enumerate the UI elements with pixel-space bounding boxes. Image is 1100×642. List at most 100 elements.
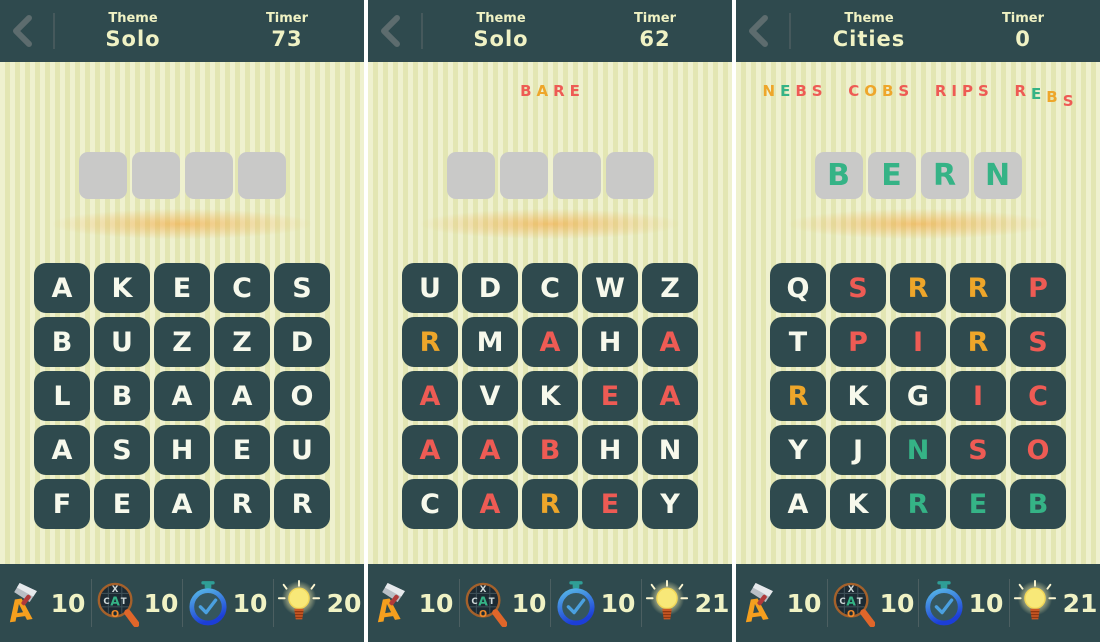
letter-tile[interactable]: K bbox=[830, 479, 886, 529]
letter-tile[interactable]: A bbox=[462, 425, 518, 475]
letter-tile[interactable]: T bbox=[770, 317, 826, 367]
powerup-hint[interactable]: 20 bbox=[273, 574, 364, 632]
letter-tile[interactable]: H bbox=[582, 317, 638, 367]
powerup-remove-letter[interactable]: A 10 bbox=[736, 574, 827, 632]
letter-tile[interactable]: B bbox=[522, 425, 578, 475]
letter-tile[interactable]: R bbox=[890, 479, 946, 529]
found-word-letter: I bbox=[951, 82, 957, 100]
letter-tile[interactable]: K bbox=[830, 371, 886, 421]
letter-tile[interactable]: C bbox=[522, 263, 578, 313]
letter-tile[interactable]: N bbox=[890, 425, 946, 475]
letter-tile[interactable]: B bbox=[34, 317, 90, 367]
letter-tile[interactable]: A bbox=[34, 425, 90, 475]
letter-tile[interactable]: A bbox=[522, 317, 578, 367]
letter-tile[interactable]: L bbox=[34, 371, 90, 421]
powerup-extra-time[interactable]: 10 bbox=[182, 574, 273, 632]
letter-tile[interactable]: A bbox=[154, 479, 210, 529]
letter-tile[interactable]: I bbox=[890, 317, 946, 367]
powerup-remove-letter[interactable]: A 10 bbox=[0, 574, 91, 632]
letter-tile[interactable]: R bbox=[214, 479, 270, 529]
back-button[interactable] bbox=[368, 0, 424, 62]
letter-tile[interactable]: A bbox=[402, 371, 458, 421]
letter-tile[interactable]: C bbox=[214, 263, 270, 313]
letter-tile[interactable]: A bbox=[462, 479, 518, 529]
letter-tile[interactable]: Z bbox=[154, 317, 210, 367]
letter-tile[interactable]: E bbox=[582, 479, 638, 529]
letter-tile[interactable]: R bbox=[402, 317, 458, 367]
letter-tile[interactable]: U bbox=[402, 263, 458, 313]
letter-tile[interactable]: R bbox=[890, 263, 946, 313]
letter-tile[interactable]: O bbox=[1010, 425, 1066, 475]
letter-tile[interactable]: E bbox=[582, 371, 638, 421]
letter-tile[interactable]: D bbox=[462, 263, 518, 313]
word-search-icon: X C A T O bbox=[833, 582, 875, 627]
letter-tile[interactable]: H bbox=[582, 425, 638, 475]
svg-text:X: X bbox=[847, 585, 854, 595]
letter-tile[interactable]: R bbox=[274, 479, 330, 529]
timer-label: Timer bbox=[1001, 11, 1045, 26]
letter-tile[interactable]: O bbox=[274, 371, 330, 421]
letter-tile[interactable]: R bbox=[770, 371, 826, 421]
letter-tile[interactable]: D bbox=[274, 317, 330, 367]
tile-letter: R bbox=[907, 272, 929, 304]
powerup-word-search[interactable]: X C A T O 10 bbox=[827, 574, 918, 632]
letter-tile[interactable]: Z bbox=[214, 317, 270, 367]
powerup-word-search[interactable]: X C A T O 10 bbox=[459, 574, 550, 632]
letter-tile[interactable]: A bbox=[34, 263, 90, 313]
letter-tile[interactable]: Y bbox=[770, 425, 826, 475]
letter-tile[interactable]: M bbox=[462, 317, 518, 367]
svg-text:O: O bbox=[479, 608, 487, 619]
letter-tile[interactable]: A bbox=[642, 371, 698, 421]
letter-tile[interactable]: K bbox=[94, 263, 150, 313]
letter-tile[interactable]: U bbox=[274, 425, 330, 475]
letter-tile[interactable]: Y bbox=[642, 479, 698, 529]
svg-text:O: O bbox=[847, 608, 855, 619]
letter-tile[interactable]: B bbox=[1010, 479, 1066, 529]
powerup-remove-letter[interactable]: A 10 bbox=[368, 574, 459, 632]
letter-tile[interactable]: U bbox=[94, 317, 150, 367]
letter-tile[interactable]: F bbox=[34, 479, 90, 529]
letter-tile[interactable]: H bbox=[154, 425, 210, 475]
letter-tile[interactable]: J bbox=[830, 425, 886, 475]
back-button[interactable] bbox=[736, 0, 792, 62]
letter-tile[interactable]: A bbox=[214, 371, 270, 421]
letter-tile[interactable]: Z bbox=[642, 263, 698, 313]
letter-tile[interactable]: N bbox=[642, 425, 698, 475]
powerup-hint[interactable]: 21 bbox=[641, 574, 732, 632]
letter-tile[interactable]: E bbox=[94, 479, 150, 529]
powerup-extra-time[interactable]: 10 bbox=[550, 574, 641, 632]
letter-tile[interactable]: C bbox=[402, 479, 458, 529]
letter-tile[interactable]: P bbox=[1010, 263, 1066, 313]
letter-tile[interactable]: S bbox=[950, 425, 1006, 475]
powerup-hint[interactable]: 21 bbox=[1009, 574, 1100, 632]
letter-tile[interactable]: A bbox=[642, 317, 698, 367]
letter-tile[interactable]: R bbox=[522, 479, 578, 529]
powerup-extra-time[interactable]: 10 bbox=[918, 574, 1009, 632]
letter-tile[interactable]: S bbox=[94, 425, 150, 475]
letter-tile[interactable]: Q bbox=[770, 263, 826, 313]
letter-tile[interactable]: I bbox=[950, 371, 1006, 421]
letter-tile[interactable]: A bbox=[154, 371, 210, 421]
letter-tile[interactable]: S bbox=[274, 263, 330, 313]
letter-tile[interactable]: W bbox=[582, 263, 638, 313]
letter-tile[interactable]: P bbox=[830, 317, 886, 367]
letter-tile[interactable]: R bbox=[950, 317, 1006, 367]
letter-tile[interactable]: E bbox=[950, 479, 1006, 529]
letter-tile[interactable]: R bbox=[950, 263, 1006, 313]
letter-tile[interactable]: V bbox=[462, 371, 518, 421]
letter-tile[interactable]: C bbox=[1010, 371, 1066, 421]
letter-tile[interactable]: B bbox=[94, 371, 150, 421]
letter-tile[interactable]: S bbox=[1010, 317, 1066, 367]
letter-tile[interactable]: G bbox=[890, 371, 946, 421]
back-button[interactable] bbox=[0, 0, 56, 62]
tile-letter: K bbox=[111, 272, 133, 304]
letter-tile[interactable]: A bbox=[770, 479, 826, 529]
powerup-word-search[interactable]: X C A T O 10 bbox=[91, 574, 182, 632]
letter-tile[interactable]: E bbox=[154, 263, 210, 313]
letter-tile[interactable]: S bbox=[830, 263, 886, 313]
letter-tile[interactable]: A bbox=[402, 425, 458, 475]
letter-tile[interactable]: K bbox=[522, 371, 578, 421]
letter-tile[interactable]: E bbox=[214, 425, 270, 475]
